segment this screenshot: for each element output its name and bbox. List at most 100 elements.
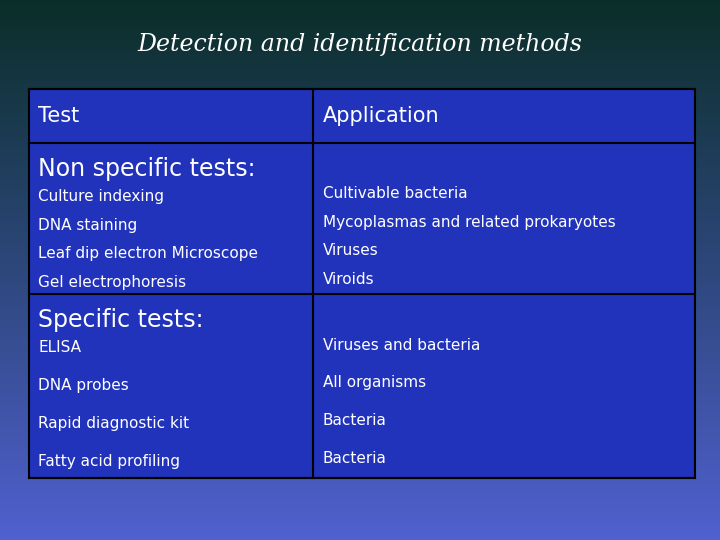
Bar <box>0 207 720 209</box>
Bar <box>0 333 720 335</box>
Bar <box>0 463 720 464</box>
Bar <box>0 382 720 383</box>
Bar <box>0 270 720 272</box>
Bar <box>0 171 720 173</box>
Bar <box>0 421 720 423</box>
Bar <box>0 196 720 198</box>
Bar <box>0 209 720 211</box>
Bar <box>0 486 720 488</box>
Bar <box>0 304 720 306</box>
Bar <box>0 286 720 288</box>
Bar <box>0 441 720 443</box>
Bar <box>0 484 720 486</box>
Bar <box>0 2 720 4</box>
Bar <box>0 434 720 436</box>
Bar <box>0 155 720 157</box>
Bar <box>0 248 720 250</box>
Bar <box>0 336 720 339</box>
Bar <box>0 528 720 529</box>
Bar <box>0 369 720 371</box>
Bar <box>0 140 720 142</box>
Bar <box>0 394 720 396</box>
Bar <box>0 169 720 171</box>
Bar <box>0 436 720 437</box>
Bar <box>0 52 720 54</box>
Bar <box>0 315 720 317</box>
Bar <box>0 508 720 509</box>
Text: Gel electrophoresis: Gel electrophoresis <box>38 275 186 289</box>
Bar <box>0 258 720 259</box>
Bar <box>0 167 720 169</box>
Bar <box>0 474 720 475</box>
Bar <box>0 85 720 86</box>
Bar <box>0 495 720 497</box>
Bar <box>0 126 720 128</box>
Bar <box>0 432 720 434</box>
Bar <box>0 146 720 147</box>
Bar <box>0 297 720 299</box>
Text: DNA probes: DNA probes <box>38 378 129 393</box>
Bar <box>0 380 720 382</box>
Bar <box>0 133 720 135</box>
Bar <box>0 452 720 454</box>
Text: Culture indexing: Culture indexing <box>38 189 164 204</box>
Bar <box>0 308 720 309</box>
Text: Fatty acid profiling: Fatty acid profiling <box>38 454 180 469</box>
Bar <box>0 77 720 79</box>
Bar <box>0 356 720 358</box>
Bar <box>0 153 720 155</box>
Bar <box>0 405 720 407</box>
Bar <box>0 45 720 47</box>
Bar <box>0 367 720 369</box>
Bar <box>0 416 720 417</box>
Text: Viruses: Viruses <box>323 244 378 258</box>
Bar <box>0 70 720 72</box>
Bar <box>0 263 720 265</box>
Bar <box>0 42 720 43</box>
Bar <box>0 22 720 23</box>
Bar <box>0 220 720 221</box>
Bar <box>0 376 720 378</box>
Bar <box>0 150 720 151</box>
Bar <box>0 158 720 160</box>
Bar <box>0 123 720 124</box>
Bar <box>0 389 720 390</box>
Bar <box>0 74 720 76</box>
Bar <box>0 43 720 45</box>
Bar <box>0 362 720 363</box>
Bar <box>0 69 720 70</box>
Bar <box>0 115 720 117</box>
Bar <box>0 97 720 99</box>
Bar <box>0 259 720 261</box>
Bar <box>0 131 720 133</box>
Bar <box>0 268 720 270</box>
Bar <box>0 221 720 223</box>
Bar <box>0 147 720 150</box>
Bar <box>0 113 720 115</box>
Bar <box>0 88 720 90</box>
Bar <box>0 518 720 520</box>
Text: Non specific tests:: Non specific tests: <box>38 157 256 180</box>
Bar <box>0 320 720 322</box>
Bar <box>0 444 720 447</box>
Bar <box>0 279 720 281</box>
Bar <box>0 385 720 387</box>
Bar <box>0 282 720 285</box>
Bar <box>0 72 720 74</box>
Bar <box>0 302 720 304</box>
Bar <box>0 205 720 207</box>
Bar <box>0 90 720 92</box>
Text: ELISA: ELISA <box>38 340 81 355</box>
Bar <box>0 198 720 200</box>
Bar <box>0 506 720 508</box>
Text: Specific tests:: Specific tests: <box>38 308 204 332</box>
Text: Viroids: Viroids <box>323 272 374 287</box>
Bar <box>0 344 720 346</box>
Bar <box>0 93 720 96</box>
Bar <box>0 164 720 166</box>
Bar <box>0 517 720 518</box>
Bar <box>0 223 720 225</box>
Bar <box>0 32 720 34</box>
Bar <box>0 193 720 194</box>
Bar <box>0 409 720 410</box>
